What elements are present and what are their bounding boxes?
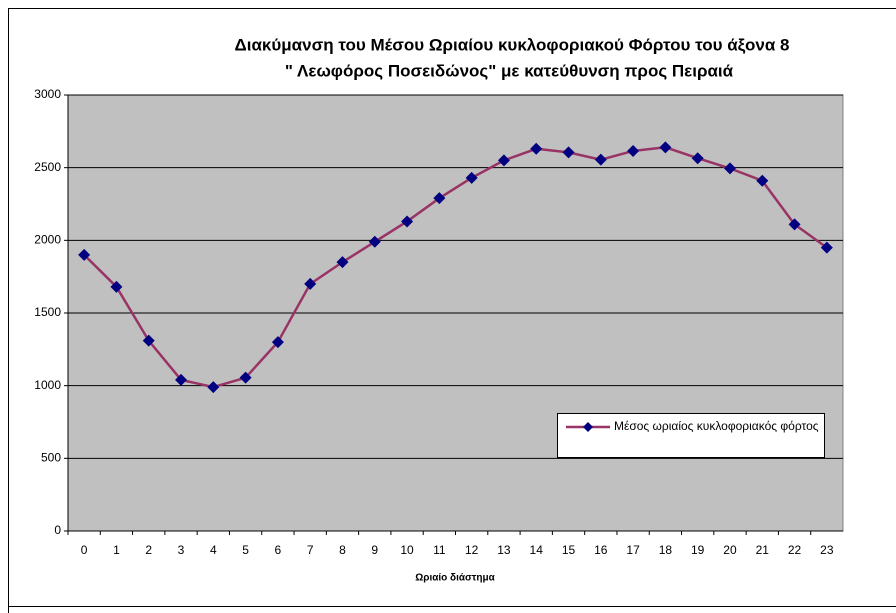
legend-label: Μέσος ωριαίος κυκλοφοριακός φόρτος — [614, 419, 819, 433]
legend-marker — [583, 422, 593, 432]
data-point — [271, 336, 284, 349]
data-point — [78, 248, 91, 261]
x-tick-label: 17 — [626, 543, 640, 557]
x-tick-label: 18 — [659, 543, 673, 557]
x-tick-label: 10 — [400, 543, 414, 557]
x-tick-label: 4 — [210, 543, 217, 557]
data-point — [788, 218, 801, 231]
x-tick-label: 9 — [371, 543, 378, 557]
chart-title: " Λεωφόρος Ποσειδώνος" με κατεύθυνση προ… — [285, 61, 734, 80]
x-tick-label: 1 — [113, 543, 120, 557]
x-tick-label: 7 — [307, 543, 314, 557]
data-point — [110, 280, 123, 293]
chart-title: Διακύμανση του Μέσου Ωριαίου κυκλοφοριακ… — [235, 35, 790, 54]
legend: Μέσος ωριαίος κυκλοφοριακός φόρτος — [557, 413, 825, 458]
data-point — [368, 235, 381, 248]
data-point — [207, 381, 220, 394]
y-tick-label: 500 — [41, 451, 61, 465]
x-tick-label: 11 — [433, 543, 446, 557]
x-tick-label: 2 — [145, 543, 152, 557]
y-tick-label: 1000 — [34, 378, 61, 392]
data-point — [401, 215, 414, 228]
data-point — [562, 146, 575, 159]
data-point — [497, 154, 510, 167]
y-tick-label: 2000 — [34, 233, 61, 247]
x-tick-label: 8 — [339, 543, 346, 557]
data-point — [336, 256, 349, 269]
x-tick-label: 21 — [756, 543, 770, 557]
chart-border — [8, 8, 896, 613]
legend-key — [566, 422, 610, 432]
series-line — [83, 146, 828, 389]
data-point — [175, 373, 188, 386]
x-tick-label: 14 — [530, 543, 544, 557]
data-point — [659, 141, 672, 154]
data-point — [627, 144, 640, 157]
x-tick-label: 15 — [562, 543, 576, 557]
y-tick-label: 2500 — [34, 160, 61, 174]
x-tick-label: 16 — [594, 543, 608, 557]
y-tick-label: 0 — [54, 523, 61, 537]
x-tick-label: 20 — [723, 543, 737, 557]
x-tick-label: 6 — [275, 543, 282, 557]
data-point — [723, 162, 736, 175]
x-tick-label: 3 — [178, 543, 185, 557]
x-tick-label: 5 — [242, 543, 249, 557]
x-tick-label: 19 — [691, 543, 705, 557]
y-tick-label: 1500 — [34, 305, 61, 319]
x-tick-label: 22 — [788, 543, 802, 557]
data-point — [239, 371, 252, 384]
y-tick-label: 3000 — [34, 87, 61, 101]
x-axis-label: Ωριαίο διάστημα — [415, 573, 495, 584]
data-point — [820, 241, 833, 254]
data-point — [465, 171, 478, 184]
data-point — [304, 277, 317, 290]
x-tick-label: 13 — [497, 543, 511, 557]
data-point — [530, 142, 543, 155]
x-tick-label: 23 — [820, 543, 834, 557]
data-point — [756, 174, 769, 187]
data-point — [594, 153, 607, 166]
data-point — [142, 334, 155, 347]
data-point — [691, 152, 704, 165]
x-tick-label: 12 — [465, 543, 479, 557]
data-point — [433, 192, 446, 205]
x-tick-label: 0 — [81, 543, 88, 557]
